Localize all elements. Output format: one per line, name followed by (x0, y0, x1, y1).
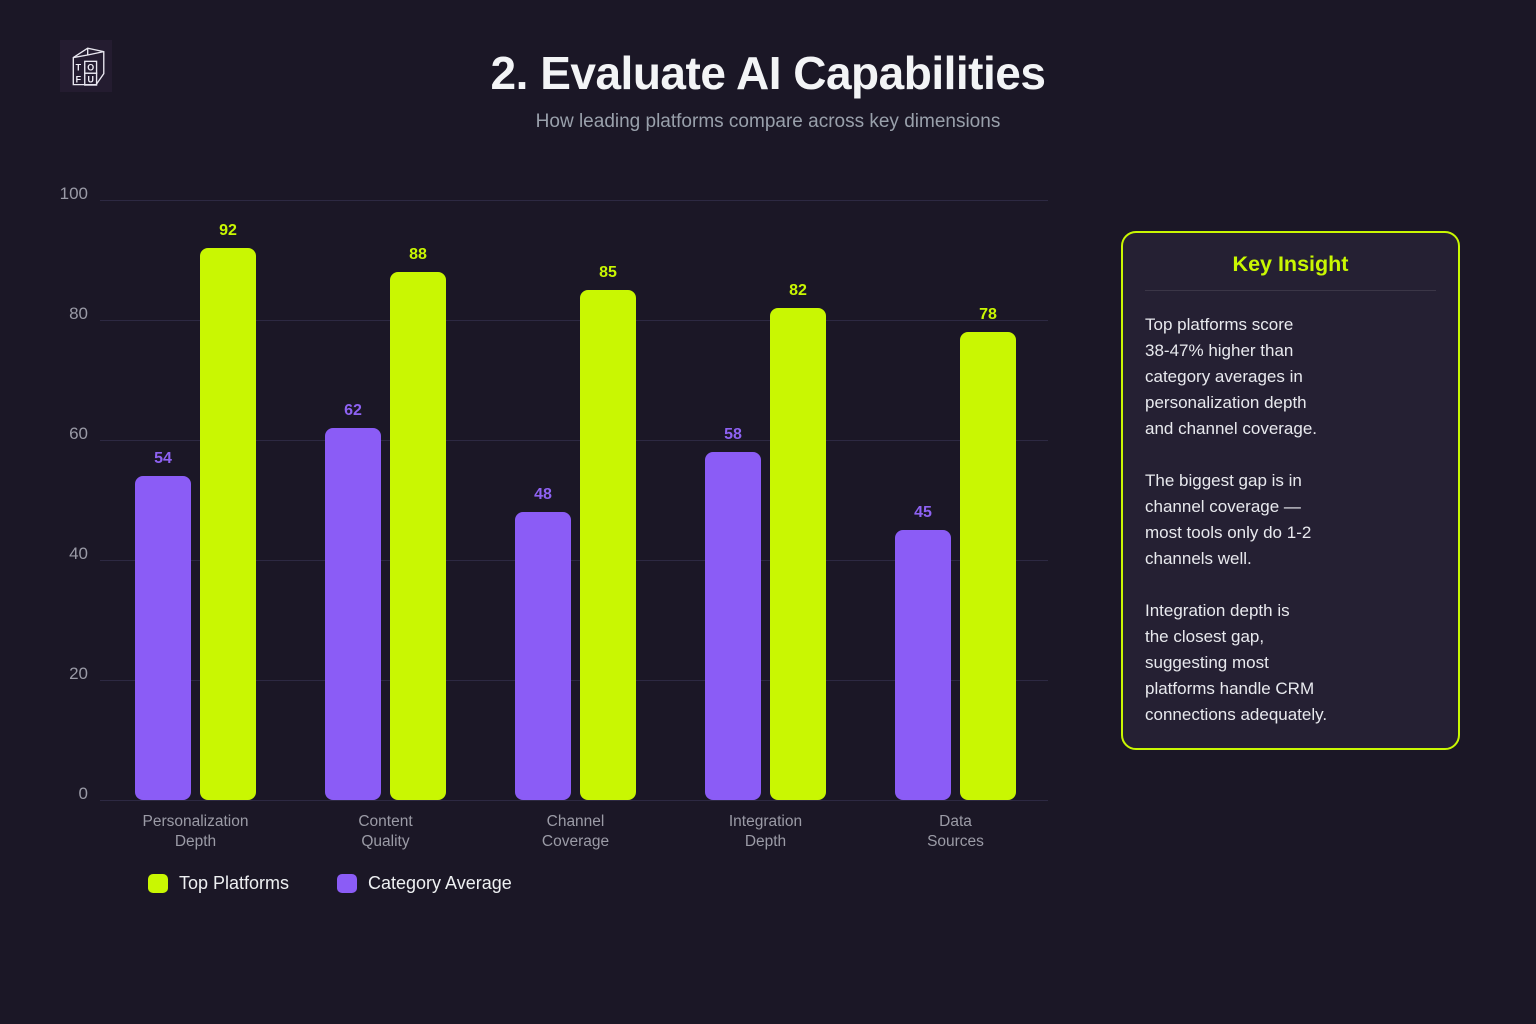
bar-category-average (515, 512, 571, 800)
bar-top-platforms (960, 332, 1016, 800)
svg-text:O: O (87, 63, 94, 73)
bar-value-label: 82 (789, 282, 807, 299)
legend-label: Category Average (368, 872, 512, 893)
bar-value-label: 78 (979, 306, 997, 323)
insight-body: Top platforms score 38-47% higher than c… (1145, 312, 1436, 728)
x-category-label: Content Quality (358, 813, 413, 850)
insight-paragraph: The biggest gap is in channel coverage —… (1145, 471, 1312, 568)
insight-divider (1145, 290, 1436, 291)
insight-card-title: Key Insight (1232, 252, 1349, 276)
grid-line (100, 199, 1048, 201)
tofu-logo: T O F U (60, 40, 112, 92)
y-axis-tick-label: 60 (69, 424, 88, 443)
x-category-label: Integration Depth (728, 813, 803, 850)
bar-top-platforms (200, 248, 256, 800)
legend-item: Top Platforms (148, 872, 289, 894)
insight-paragraph: Integration depth is the closest gap, su… (1145, 601, 1328, 724)
bar-category-average (705, 452, 761, 800)
bar-value-label: 62 (344, 402, 362, 419)
key-insight-card: Key Insight Top platforms score 38-47% h… (1121, 231, 1460, 750)
y-axis-tick-label: 80 (69, 304, 88, 323)
bar-category-average (135, 476, 191, 800)
x-category-label: Data Sources (927, 813, 984, 850)
y-axis-tick-label: 40 (69, 544, 88, 563)
svg-text:T: T (76, 63, 82, 73)
grid-line (100, 319, 1048, 321)
bar-value-label: 85 (599, 264, 617, 281)
legend-label: Top Platforms (179, 872, 290, 893)
page-subtitle: How leading platforms compare across key… (535, 111, 1001, 132)
bar-value-label: 45 (914, 504, 932, 521)
legend-swatch (337, 873, 357, 893)
bar-category-average (895, 530, 951, 800)
y-axis-tick-label: 20 (69, 664, 88, 683)
grid-line (100, 559, 1048, 561)
insight-paragraph: Top platforms score 38-47% higher than c… (1145, 315, 1318, 438)
tofu-cube-icon: T O F U (72, 47, 105, 86)
legend-swatch (148, 873, 168, 893)
y-axis-tick-label: 0 (78, 784, 88, 803)
bar-value-label: 58 (724, 426, 742, 443)
bar-top-platforms (770, 308, 826, 800)
page-title: 2. Evaluate AI Capabilities (490, 47, 1046, 99)
bar-value-label: 48 (534, 486, 552, 503)
bar-category-average (325, 428, 381, 800)
grid-line (100, 439, 1048, 441)
bar-value-label: 54 (154, 450, 172, 467)
bar-top-platforms (390, 272, 446, 800)
svg-text:U: U (87, 75, 93, 85)
bar-value-label: 88 (409, 246, 427, 263)
grid-line (100, 799, 1048, 801)
bar-top-platforms (580, 290, 636, 800)
bar-value-label: 92 (219, 222, 237, 239)
grid-line (100, 679, 1048, 681)
x-category-label: Channel Coverage (541, 813, 610, 850)
legend-item: Category Average (337, 872, 512, 894)
x-category-label: Personalization Depth (142, 813, 249, 850)
svg-text:F: F (76, 75, 82, 85)
y-axis-tick-label: 100 (59, 184, 88, 203)
